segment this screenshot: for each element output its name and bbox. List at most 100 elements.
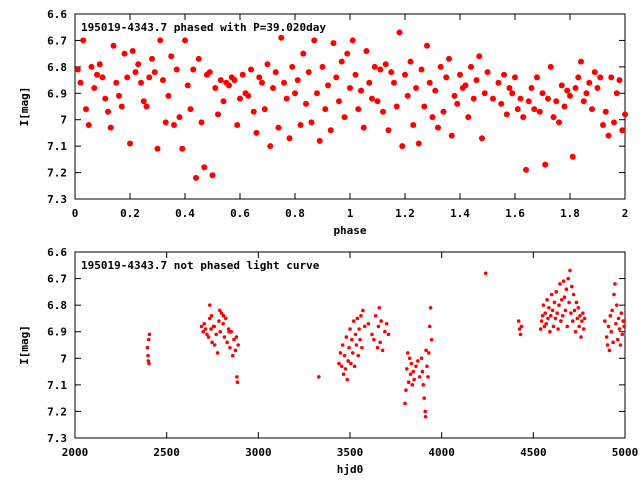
chart1-data-point — [96, 61, 103, 68]
chart2-data-point — [417, 375, 422, 379]
chart1-data-point — [121, 50, 128, 57]
chart2-x-tick-label: 4000 — [428, 446, 455, 459]
chart2-data-point — [370, 332, 374, 337]
chart1-data-point — [105, 108, 111, 115]
chart1-data-point — [151, 69, 158, 76]
chart2-data-point — [342, 353, 347, 358]
chart1-data-point — [572, 85, 579, 91]
chart2-data-point — [554, 290, 559, 294]
chart1-data-point — [501, 71, 507, 78]
chart1-data-point — [116, 92, 122, 99]
chart1-data-point — [336, 98, 342, 105]
chart1-data-point — [347, 85, 353, 91]
chart2-data-point — [547, 306, 551, 310]
chart1-data-point — [457, 71, 463, 78]
chart1-data-point — [173, 66, 180, 73]
chart1-data-point — [490, 95, 496, 102]
chart1-data-point — [132, 69, 139, 76]
chart1-data-point — [325, 82, 331, 89]
chart2-data-point — [372, 337, 376, 342]
chart1-data-point — [473, 77, 480, 84]
chart1-data-point — [171, 122, 177, 128]
chart2-data-point — [609, 329, 614, 334]
chart2-data-point — [540, 313, 545, 318]
chart2-data-point — [345, 377, 350, 382]
chart1-data-point — [149, 55, 155, 62]
chart1-data-point — [415, 140, 422, 147]
chart1-data-point — [564, 87, 571, 94]
chart1-data-point — [407, 58, 414, 65]
chart1-data-point — [264, 61, 271, 68]
chart1-data-point — [250, 108, 257, 115]
chart2-data-point — [226, 327, 231, 331]
chart1-data-point — [512, 74, 518, 81]
chart2-data-point — [555, 311, 559, 315]
chart1-data-point — [217, 77, 224, 84]
chart2-data-point — [202, 321, 207, 326]
chart1-x-tick-label: 0.8 — [285, 207, 305, 220]
chart2-y-tick-label: 7.1 — [47, 379, 67, 392]
chart2-data-point — [603, 319, 607, 323]
chart1-y-tick-label: 6.6 — [47, 8, 67, 21]
chart1-data-point — [237, 95, 243, 102]
chart2-data-point — [343, 367, 348, 371]
chart2-data-point — [218, 329, 222, 334]
chart2-data-point — [147, 361, 151, 366]
chart1-data-point — [303, 100, 309, 107]
chart2-data-point — [581, 311, 585, 315]
chart2-data-point — [201, 329, 206, 334]
chart1-data-point — [77, 79, 84, 86]
chart1-data-point — [363, 48, 370, 54]
chart2-data-point — [406, 380, 411, 385]
chart2-data-point — [337, 361, 341, 366]
chart1-y-tick-label: 6.9 — [47, 87, 67, 100]
chart1-data-point — [506, 85, 513, 91]
chart1-data-point — [514, 106, 521, 113]
chart1-data-point — [358, 87, 364, 94]
chart1-data-point — [569, 153, 576, 160]
chart1-data-point — [314, 90, 320, 97]
chart2-data-point — [620, 332, 625, 337]
chart1-data-point — [272, 69, 279, 76]
chart1-data-point — [424, 42, 430, 49]
chart1-data-point — [578, 58, 584, 65]
chart2-data-point — [378, 340, 383, 345]
chart2-data-point — [354, 343, 359, 347]
chart2-data-point — [420, 369, 425, 374]
chart1-data-point — [220, 98, 227, 105]
chart2-data-point — [423, 414, 428, 419]
chart2-data-point — [543, 311, 548, 315]
chart2-data-point — [403, 401, 407, 406]
chart1-data-point — [396, 29, 403, 36]
chart1-data-point — [308, 119, 315, 126]
chart2-data-point — [578, 313, 582, 318]
chart1-data-point — [176, 114, 183, 121]
chart1-data-point — [305, 69, 312, 76]
chart2-data-point — [228, 345, 232, 350]
chart1-data-point — [495, 79, 502, 86]
chart1-data-point — [261, 106, 268, 113]
chart2-data-point — [610, 308, 614, 313]
chart2-data-point — [235, 380, 240, 385]
chart2-data-point — [362, 324, 367, 329]
chart2-data-point — [222, 335, 227, 339]
chart2-data-point — [383, 329, 387, 334]
chart1-data-point — [404, 92, 411, 99]
chart2-data-point — [212, 343, 217, 347]
chart2-data-point — [570, 319, 575, 323]
chart1-data-point — [206, 69, 213, 76]
chart2-data-point — [544, 321, 548, 326]
chart1-x-tick-label: 0.2 — [120, 207, 140, 220]
chart2-data-point — [230, 353, 235, 358]
chart1-data-point — [187, 106, 194, 113]
chart2-data-point — [429, 337, 434, 342]
chart1-x-tick-label: 1.2 — [395, 207, 415, 220]
chart2-data-point — [577, 324, 581, 329]
chart2-data-point — [350, 337, 354, 342]
chart2-data-point — [618, 343, 623, 347]
chart1-data-point — [352, 71, 359, 78]
chart1-data-point — [118, 103, 125, 110]
chart1-data-point — [99, 74, 106, 81]
chart2-data-point — [421, 383, 426, 387]
chart1-data-point — [619, 127, 626, 134]
